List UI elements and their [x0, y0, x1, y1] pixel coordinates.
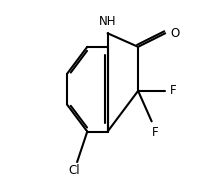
Text: O: O [170, 27, 180, 40]
Text: NH: NH [99, 15, 116, 28]
Text: F: F [152, 127, 158, 139]
Text: F: F [170, 84, 177, 97]
Text: Cl: Cl [68, 164, 79, 177]
